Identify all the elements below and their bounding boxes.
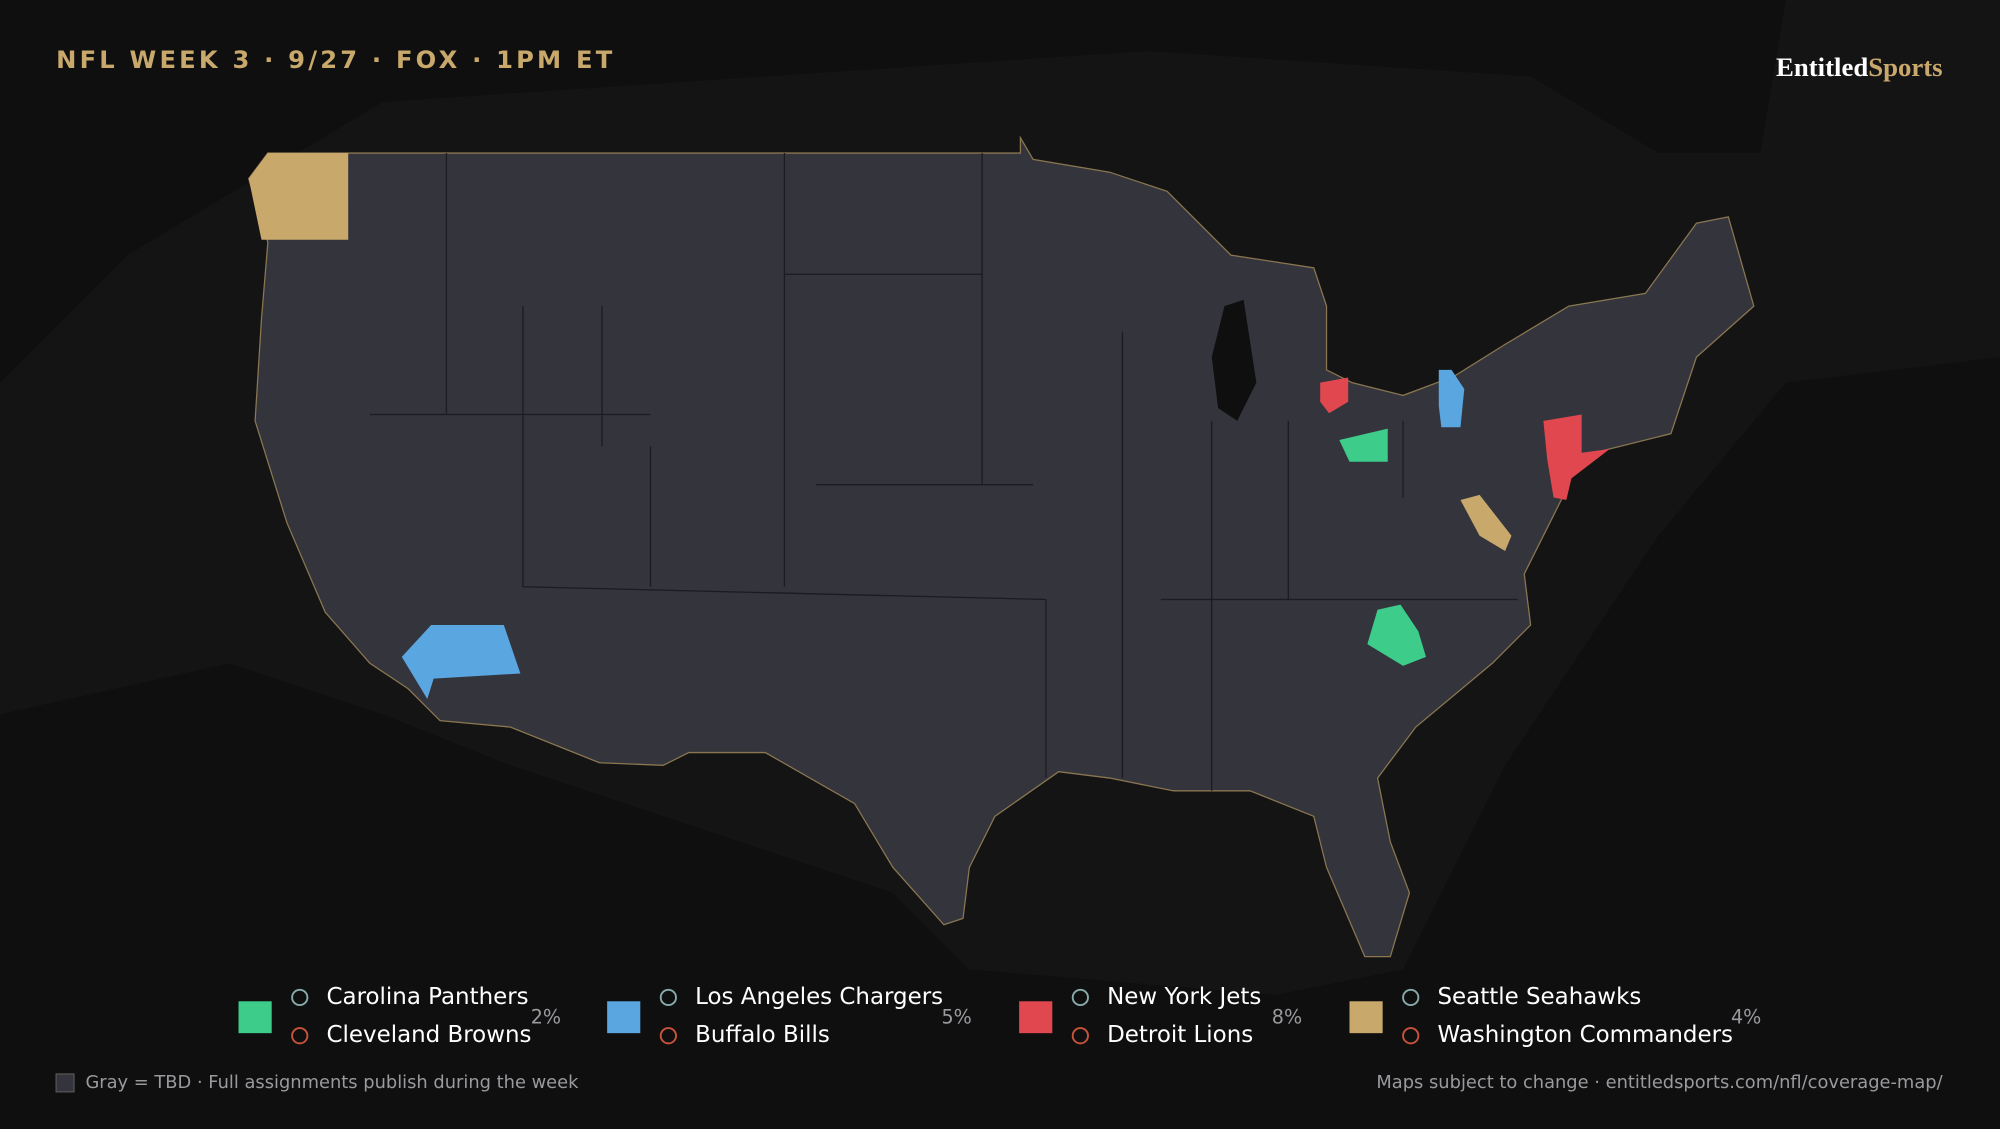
team-logo xyxy=(291,1027,309,1045)
title: NFL WEEK 3 · 9/27 · FOX · 1PM ET xyxy=(56,46,615,74)
team-name: Washington Commanders xyxy=(1438,1022,1733,1048)
legend-swatch xyxy=(1349,1001,1383,1034)
team-logo xyxy=(659,988,677,1007)
team-name: Detroit Lions xyxy=(1107,1022,1253,1048)
team-name: Los Angeles Chargers xyxy=(695,984,943,1010)
legend-swatch xyxy=(607,1001,641,1034)
coverage-share: 8% xyxy=(1272,1005,1302,1028)
region xyxy=(1339,428,1388,462)
team-logo xyxy=(1402,1027,1420,1045)
region xyxy=(1320,377,1349,414)
gray-swatch xyxy=(55,1073,75,1093)
brand-part: Entitled xyxy=(1776,52,1868,82)
team-name: Cleveland Browns xyxy=(327,1022,532,1048)
lake-michigan xyxy=(1211,299,1257,421)
coverage-share: 4% xyxy=(1731,1005,1761,1028)
region xyxy=(1367,604,1427,666)
brand-part: Sports xyxy=(1868,52,1942,82)
brand: EntitledSports xyxy=(1776,52,1943,82)
us-outline xyxy=(248,135,1755,958)
region xyxy=(248,153,349,240)
team-logo xyxy=(659,1027,677,1045)
coverage-share: 5% xyxy=(941,1005,971,1028)
team-logo xyxy=(1071,1027,1089,1045)
team-logo xyxy=(1402,988,1420,1007)
region xyxy=(1438,369,1465,428)
footer-note: Gray = TBD · Full assignments publish du… xyxy=(85,1072,579,1093)
region xyxy=(1460,494,1512,552)
team-name: Buffalo Bills xyxy=(695,1022,830,1048)
footer-source: Maps subject to change · entitledsports.… xyxy=(1376,1072,1943,1093)
region xyxy=(401,625,521,699)
team-name: Carolina Panthers xyxy=(327,984,529,1010)
legend-swatch xyxy=(238,1001,272,1034)
coverage-share: 2% xyxy=(531,1005,561,1028)
legend-swatch xyxy=(1019,1001,1053,1034)
coverage-regions xyxy=(248,153,1610,699)
state-borders xyxy=(369,153,1518,791)
team-name: Seattle Seahawks xyxy=(1438,984,1642,1010)
region xyxy=(1543,414,1610,500)
team-logo xyxy=(291,988,309,1007)
team-name: New York Jets xyxy=(1107,984,1261,1010)
team-logo xyxy=(1071,988,1089,1007)
